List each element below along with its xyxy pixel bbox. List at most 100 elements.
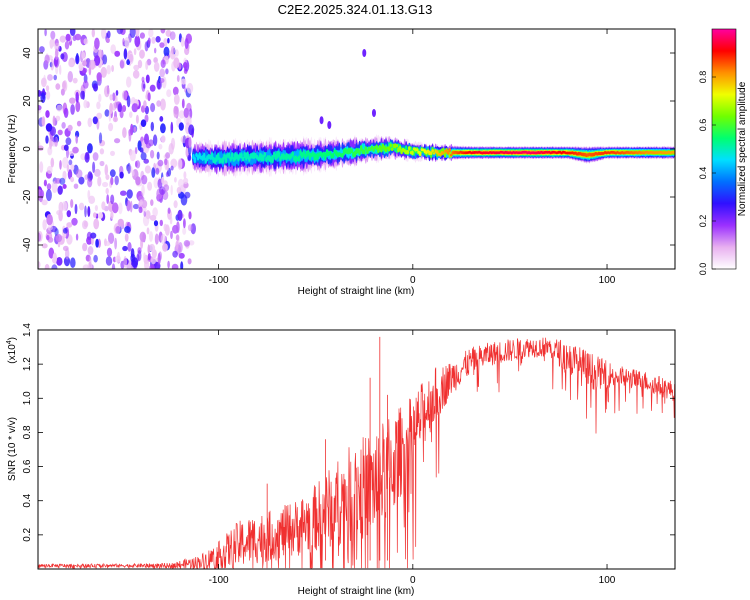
spectrogram-noise-cell [119, 60, 125, 69]
spectrogram-noise-cell [176, 221, 180, 234]
spectrogram-noise-cell [75, 135, 78, 144]
spectrogram-noise-cell [150, 121, 154, 132]
spectrogram-noise-cell [126, 95, 131, 108]
spectrogram-noise-cell [143, 252, 146, 261]
spectrogram-noise-cell [142, 214, 150, 227]
spectrogram-noise-cell [184, 191, 191, 199]
spectrogram-signal-cell [389, 143, 393, 148]
spectrogram-noise-cell [133, 48, 137, 56]
spectrogram-noise-cell [58, 201, 64, 213]
spectrogram-noise-cell [148, 243, 156, 253]
colorbar-tick-label: 0.2 [698, 215, 708, 228]
spectrogram-noise-cell [82, 264, 90, 269]
spectrogram-noise-cell [59, 177, 66, 185]
spectrogram-noise-cell [161, 176, 165, 184]
spectrogram-noise-cell [104, 164, 109, 176]
spectrogram-noise-cell [38, 90, 42, 97]
spectrogram-noise-cell [188, 136, 192, 149]
spectrogram-noise-cell [165, 224, 170, 236]
spectrogram-noise-cell [187, 154, 192, 162]
colorbar-label: Normalized spectral amplitude [737, 81, 748, 216]
spectrogram-noise-cell [183, 107, 189, 118]
spectrogram-noise-cell [180, 261, 184, 269]
spectrogram-noise-cell [38, 141, 41, 147]
spectrogram-noise-cell [141, 174, 148, 185]
spectrogram-noise-cell [112, 116, 118, 123]
spectrogram-signal-track [192, 49, 675, 179]
spectrogram-signal-cell [358, 149, 361, 156]
spectrogram-noise-cell [67, 71, 74, 83]
spectrogram-noise-cell [110, 44, 116, 54]
spectrogram-noise-cell [165, 68, 169, 75]
spectrogram-noise-cell [128, 54, 134, 63]
spectrogram-signal-cell [398, 145, 402, 151]
spectrogram-noise-cell [75, 91, 79, 103]
spectrogram-noise-cell [98, 212, 103, 219]
spectrogram-noise-cell [155, 36, 161, 43]
spectrogram-noise-cell [170, 121, 174, 134]
spectrogram-noise-cell [126, 200, 131, 212]
spectrogram-noise-cell [143, 211, 147, 217]
spectrogram-noise-cell [173, 200, 178, 209]
spectrogram-noise-cell [71, 217, 78, 226]
spectrogram-signal-cell [450, 153, 453, 157]
spectrogram-noise-cell [45, 123, 53, 132]
spectrogram-noise-cell [117, 218, 125, 227]
spectrogram-noise-cell [94, 168, 101, 177]
spectrogram-noise-cell [131, 257, 139, 268]
spectrogram-signal-cell [227, 152, 231, 159]
spectrogram-noise-cell [149, 214, 157, 221]
snr-series [38, 336, 675, 569]
spectrogram-noise-cell [119, 110, 124, 119]
spectrogram-noise-cell [155, 167, 160, 175]
spectrogram-noise-cell [187, 224, 193, 232]
spectrogram-noise-cell [134, 147, 138, 155]
spectrogram-noise-cell [93, 218, 100, 230]
spectrogram-signal-cell [411, 150, 414, 156]
spectrogram-noise-cell [147, 252, 151, 261]
spectrogram-signal-cell [415, 148, 419, 152]
spectrogram-noise-cell [189, 108, 193, 119]
spectrogram-noise-cell [104, 85, 110, 98]
spectrogram-noise-cell [105, 187, 109, 195]
spectrogram-signal-cell [370, 145, 374, 150]
spectrogram-noise-cell [110, 150, 115, 156]
x-tick-label: -100 [209, 275, 229, 286]
spectrogram-noise-cell [169, 216, 173, 225]
spectrogram-noise-cell [114, 237, 117, 250]
spectrogram-noise-cell [102, 181, 109, 188]
spectrogram-noise-cell [110, 194, 115, 205]
spectrogram-noise-cell [70, 199, 74, 208]
spectrogram-noise-cell [41, 199, 48, 206]
spectrogram-noise-cell [160, 59, 166, 68]
spectrogram-noise-cell [41, 116, 46, 127]
spectrogram-signal-cell [446, 151, 450, 155]
spectrogram-noise-cell [44, 263, 50, 269]
spectrogram-noise-cell [139, 49, 145, 59]
spectrogram-noise-cell [188, 240, 195, 246]
spectrogram-noise-cell [124, 226, 131, 233]
spectrogram-signal-cell [431, 149, 434, 153]
spectrogram-noise-cell [83, 38, 89, 45]
spectrogram-y-axis-label: Frequency (Hz) [7, 115, 18, 184]
spectrogram-noise-cell [171, 263, 179, 269]
spectrogram-noise-cell [173, 57, 180, 69]
spectrogram-noise-cell [80, 90, 85, 100]
spectrogram-noise-cell [153, 177, 160, 189]
spectrogram-noise-cell [78, 64, 84, 72]
spectrogram-noise-cell [126, 76, 132, 88]
spectrogram-signal-cell [395, 144, 399, 148]
spectrogram-noise-cell [183, 218, 186, 229]
spectrogram-noise-cell [73, 183, 79, 189]
spectrogram-noise-cell [40, 92, 46, 104]
spectrogram-noise-cell [74, 33, 82, 41]
spectrogram-noise-cell [53, 74, 57, 81]
spectrogram-noise-cell [74, 203, 78, 215]
spectrogram-noise-cell [119, 171, 124, 179]
spectrogram-noise-cell [115, 90, 119, 96]
spectrogram-noise-cell [122, 38, 125, 47]
spectrogram-noise-cell [41, 243, 48, 249]
spectrogram-noise-cell [133, 126, 137, 133]
spectrogram-noise-cell [110, 176, 114, 186]
spectrogram-signal-cell [406, 150, 410, 155]
